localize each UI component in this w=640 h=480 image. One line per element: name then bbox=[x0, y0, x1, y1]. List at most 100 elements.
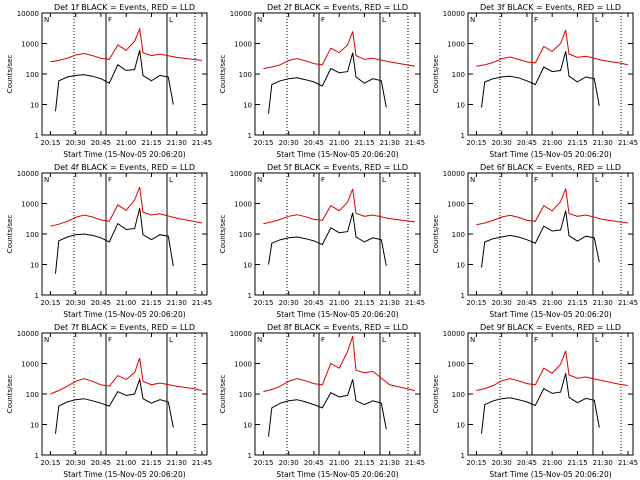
y-tick-label: 100 bbox=[26, 71, 39, 79]
marker-label-N: N bbox=[44, 336, 49, 344]
x-tick-label: 21:15 bbox=[141, 139, 161, 147]
x-tick-label: 21:45 bbox=[405, 299, 425, 307]
events-series-line bbox=[268, 212, 387, 266]
x-tick-label: 20:15 bbox=[466, 459, 486, 467]
plot-title: Det 8f BLACK = Events, RED = LLD bbox=[267, 323, 408, 332]
plot-panel-det-9: Det 9f BLACK = Events, RED = LLD Counts/s… bbox=[432, 323, 638, 479]
marker-label-F: F bbox=[534, 336, 538, 344]
plot-panel-det-7: Det 7f BLACK = Events, RED = LLD Counts/s… bbox=[6, 323, 212, 479]
plot-title: Det 5f BLACK = Events, RED = LLD bbox=[267, 163, 408, 172]
marker-label-N: N bbox=[470, 336, 475, 344]
x-tick-label: 20:15 bbox=[466, 299, 486, 307]
marker-label-L: L bbox=[595, 336, 599, 344]
y-axis-label: Counts/sec bbox=[432, 55, 440, 94]
x-axis-label: Start Time (15-Nov-05 20:06:20) bbox=[276, 470, 398, 479]
y-tick-label: 1 bbox=[248, 132, 252, 140]
y-tick-label: 10 bbox=[30, 422, 39, 430]
plot-panel-det-5: Det 5f BLACK = Events, RED = LLD Counts/s… bbox=[219, 163, 425, 319]
y-tick-label: 10 bbox=[243, 102, 252, 110]
marker-label-F: F bbox=[534, 176, 538, 184]
y-tick-label: 1 bbox=[35, 292, 39, 300]
plot-frame bbox=[41, 12, 208, 136]
x-tick-label: 20:30 bbox=[66, 299, 86, 307]
lld-series-line bbox=[476, 350, 628, 391]
events-series-line bbox=[55, 377, 174, 434]
x-tick-label: 21:30 bbox=[380, 139, 400, 147]
x-tick-label: 21:45 bbox=[192, 299, 212, 307]
marker-label-F: F bbox=[108, 176, 112, 184]
y-tick-label: 1 bbox=[461, 452, 465, 460]
x-tick-label: 21:45 bbox=[405, 459, 425, 467]
events-series-line bbox=[481, 51, 600, 108]
events-series-line bbox=[268, 52, 387, 114]
x-tick-label: 21:00 bbox=[116, 299, 136, 307]
plot-panel-det-8: Det 8f BLACK = Events, RED = LLD Counts/s… bbox=[219, 323, 425, 479]
x-axis-label: Start Time (15-Nov-05 20:06:20) bbox=[63, 310, 185, 319]
x-tick-label: 20:30 bbox=[279, 139, 299, 147]
x-tick-label: 20:15 bbox=[253, 139, 273, 147]
y-tick-label: 1 bbox=[248, 292, 252, 300]
y-tick-label: 100 bbox=[239, 71, 252, 79]
x-tick-label: 21:15 bbox=[567, 139, 587, 147]
lld-series-line bbox=[263, 188, 415, 225]
x-tick-label: 21:15 bbox=[354, 299, 374, 307]
events-series-line bbox=[268, 379, 387, 437]
x-tick-label: 21:30 bbox=[593, 459, 613, 467]
plot-title: Det 9f BLACK = Events, RED = LLD bbox=[480, 323, 621, 332]
events-series-line bbox=[55, 50, 174, 112]
x-tick-label: 21:00 bbox=[329, 139, 349, 147]
x-tick-label: 21:15 bbox=[567, 299, 587, 307]
plot-panel-det-2: Det 2f BLACK = Events, RED = LLD Counts/s… bbox=[219, 3, 425, 159]
y-tick-label: 100 bbox=[239, 231, 252, 239]
x-tick-label: 20:45 bbox=[304, 459, 324, 467]
marker-label-N: N bbox=[44, 16, 49, 24]
marker-label-L: L bbox=[382, 16, 386, 24]
y-axis-label: Counts/sec bbox=[432, 375, 440, 414]
plot-frame bbox=[41, 172, 208, 296]
x-tick-label: 21:45 bbox=[192, 459, 212, 467]
x-tick-label: 20:45 bbox=[517, 139, 537, 147]
lld-series-line bbox=[263, 335, 416, 393]
x-tick-label: 21:15 bbox=[354, 139, 374, 147]
y-tick-label: 10000 bbox=[443, 10, 465, 18]
y-tick-label: 10 bbox=[456, 422, 465, 430]
marker-label-F: F bbox=[321, 16, 325, 24]
y-tick-label: 100 bbox=[26, 231, 39, 239]
x-tick-label: 21:45 bbox=[618, 139, 638, 147]
x-tick-label: 20:15 bbox=[40, 459, 60, 467]
plot-panel-det-1: Det 1f BLACK = Events, RED = LLD Counts/s… bbox=[6, 3, 212, 159]
x-tick-label: 21:30 bbox=[167, 299, 187, 307]
marker-label-N: N bbox=[257, 16, 262, 24]
y-tick-label: 1000 bbox=[21, 201, 39, 209]
y-tick-label: 1 bbox=[248, 452, 252, 460]
marker-label-L: L bbox=[382, 176, 386, 184]
lld-series-line bbox=[476, 188, 628, 226]
events-series-line bbox=[481, 210, 600, 268]
y-tick-label: 10000 bbox=[230, 10, 252, 18]
x-tick-label: 20:45 bbox=[304, 139, 324, 147]
marker-label-N: N bbox=[470, 16, 475, 24]
x-tick-label: 20:45 bbox=[517, 299, 537, 307]
events-series-line bbox=[55, 208, 174, 274]
y-tick-label: 1 bbox=[461, 292, 465, 300]
marker-label-L: L bbox=[382, 336, 386, 344]
y-tick-label: 10 bbox=[30, 102, 39, 110]
x-tick-label: 20:30 bbox=[492, 459, 512, 467]
x-tick-label: 20:15 bbox=[40, 299, 60, 307]
plot-title: Det 3f BLACK = Events, RED = LLD bbox=[480, 3, 621, 12]
x-axis-label: Start Time (15-Nov-05 20:06:20) bbox=[276, 310, 398, 319]
plot-title: Det 4f BLACK = Events, RED = LLD bbox=[54, 163, 195, 172]
y-tick-label: 10 bbox=[30, 262, 39, 270]
marker-label-L: L bbox=[169, 176, 173, 184]
x-axis-label: Start Time (15-Nov-05 20:06:20) bbox=[489, 470, 611, 479]
marker-label-F: F bbox=[108, 336, 112, 344]
y-axis-label: Counts/sec bbox=[6, 375, 14, 414]
plot-title: Det 2f BLACK = Events, RED = LLD bbox=[267, 3, 408, 12]
y-axis-label: Counts/sec bbox=[219, 55, 227, 94]
x-tick-label: 21:00 bbox=[329, 299, 349, 307]
y-tick-label: 100 bbox=[452, 231, 465, 239]
x-tick-label: 20:45 bbox=[91, 139, 111, 147]
plot-frame bbox=[467, 12, 634, 136]
x-axis-label: Start Time (15-Nov-05 20:06:20) bbox=[489, 310, 611, 319]
x-tick-label: 21:00 bbox=[116, 139, 136, 147]
